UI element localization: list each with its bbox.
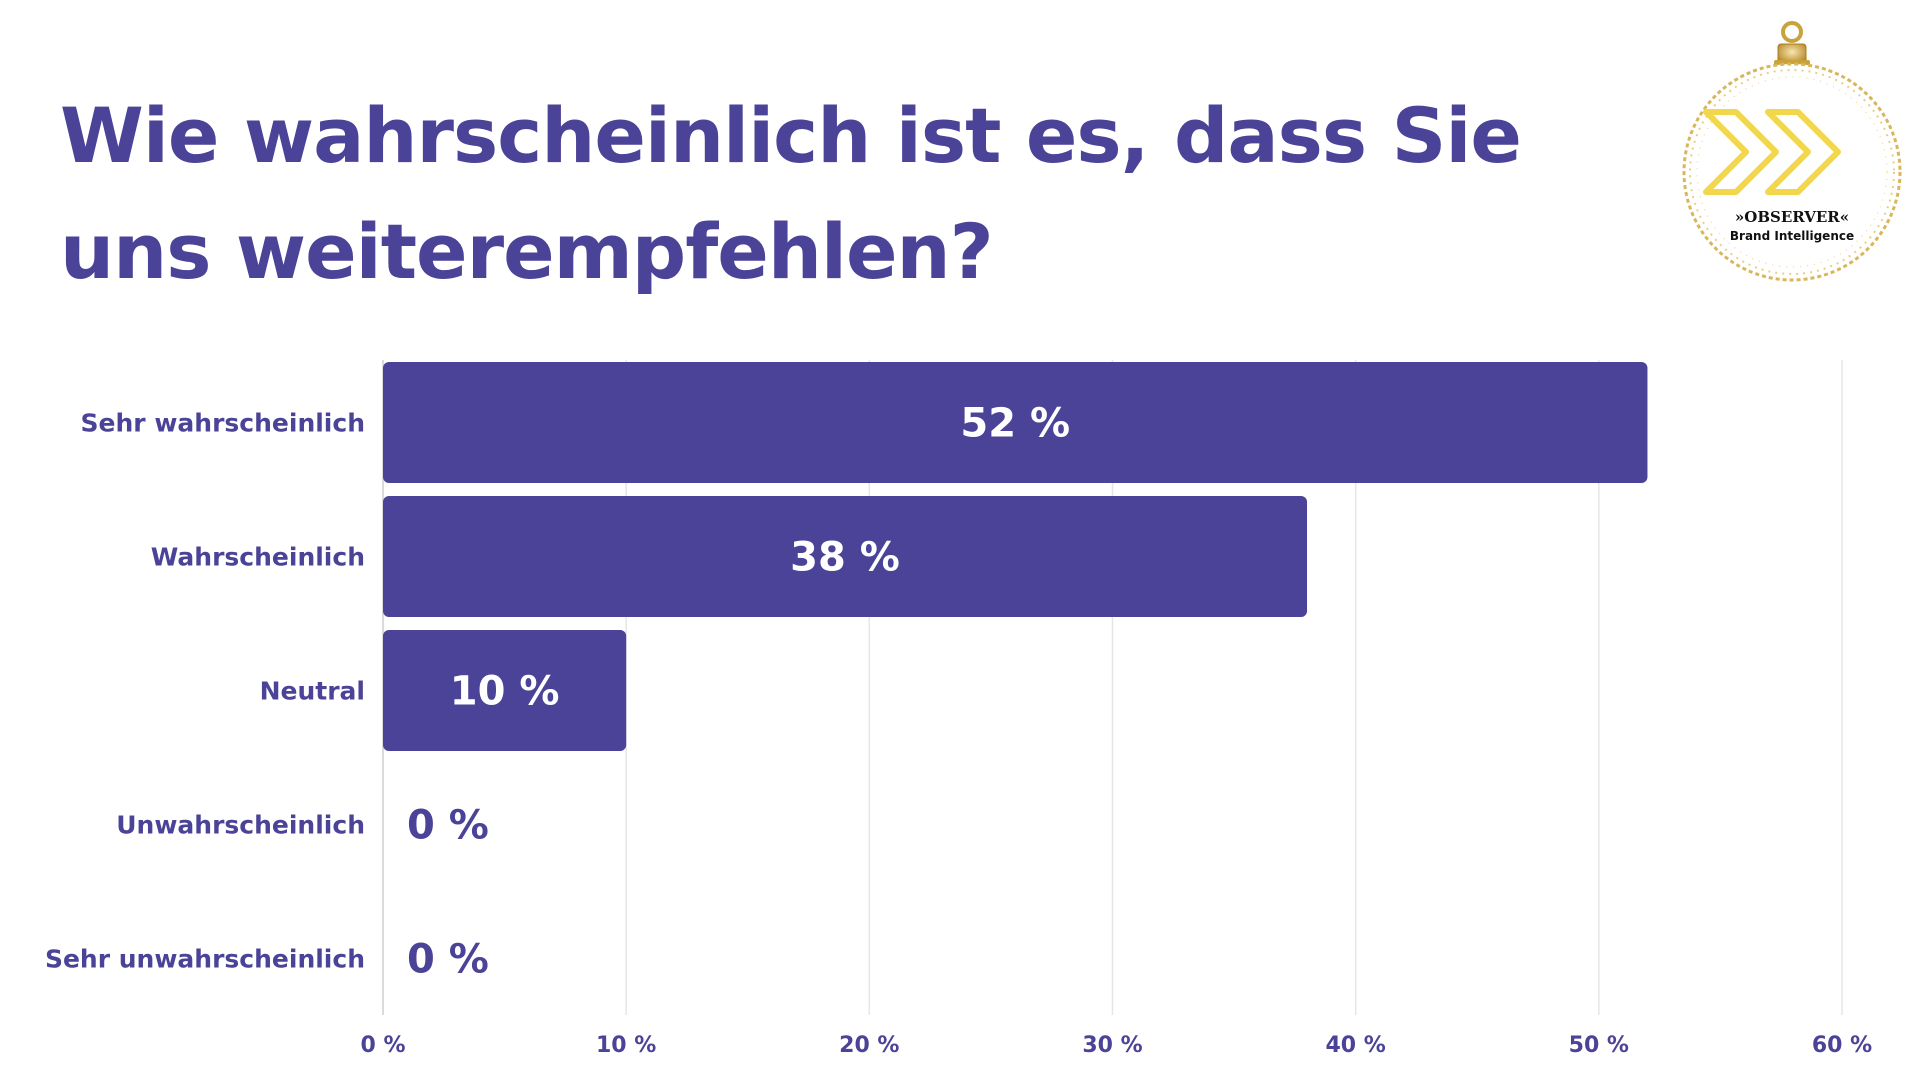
value-labels: 52 % 38 % 10 % 0 % 0 % — [407, 401, 1070, 983]
x-tick-label: 10 % — [596, 1033, 656, 1058]
x-tick-label: 30 % — [1082, 1033, 1142, 1058]
x-tick-label: 60 % — [1812, 1033, 1872, 1058]
logo-tagline-text: Brand Intelligence — [1730, 229, 1854, 243]
logo-brand-text: »OBSERVER« — [1735, 208, 1849, 226]
value-label: 52 % — [960, 401, 1070, 447]
bar — [383, 496, 1308, 617]
x-tick-label: 50 % — [1569, 1033, 1629, 1058]
category-label: Unwahrscheinlich — [116, 811, 365, 840]
category-label: Sehr wahrscheinlich — [81, 409, 365, 438]
x-tick-label: 20 % — [839, 1033, 899, 1058]
category-labels: Sehr wahrscheinlich Wahrscheinlich Neutral… — [45, 409, 365, 974]
bar — [383, 630, 627, 751]
x-axis-tick-labels: 0 % 10 % 20 % 30 % 40 % 50 % 60 % — [360, 1033, 1872, 1058]
x-tick-label: 0 % — [360, 1033, 405, 1058]
double-chevron-icon — [1703, 109, 1841, 195]
x-tick-label: 40 % — [1326, 1033, 1386, 1058]
value-label: 10 % — [450, 669, 560, 715]
category-label: Neutral — [260, 677, 365, 706]
category-label: Sehr unwahrscheinlich — [45, 945, 365, 974]
observer-logo: »OBSERVER« Brand Intelligence — [1682, 21, 1902, 282]
value-label: 38 % — [790, 535, 900, 581]
bar — [383, 362, 1648, 483]
category-label: Wahrscheinlich — [151, 543, 365, 572]
value-label: 0 % — [407, 937, 489, 983]
chart-title: Wie wahrscheinlich ist es, dass Sie uns … — [60, 91, 1522, 296]
bar-chart: Sehr wahrscheinlich Wahrscheinlich Neutral… — [45, 360, 1872, 1058]
bars — [383, 362, 1648, 751]
ornament-cap-icon — [1774, 21, 1810, 68]
value-label: 0 % — [407, 803, 489, 849]
